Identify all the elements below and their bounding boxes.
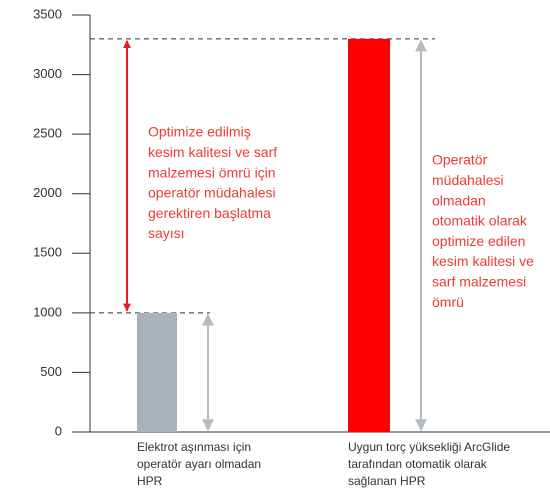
y-tick-label: 3000 [33, 66, 62, 81]
annotation: ömrü [432, 294, 464, 310]
annotation: kesim kalitesi ve sarf [148, 144, 277, 160]
annotation: malzemesi ömrü için [148, 164, 276, 180]
y-tick-label: 3500 [33, 6, 62, 21]
annotation: olmadan [432, 192, 486, 208]
x-tick-label: sağlanan HPR [348, 474, 426, 488]
annotation: gerektiren başlatma [148, 205, 271, 221]
x-tick-label: operatör ayarı olmadan [137, 457, 261, 471]
annotation: sarf malzemesi [432, 274, 526, 290]
x-tick-label: Uygun torç yüksekliği ArcGlide [348, 440, 510, 454]
annotation: Operatör [432, 152, 488, 168]
bar [137, 312, 177, 432]
y-tick-label: 1000 [33, 304, 62, 319]
annotation: sayısı [148, 225, 185, 241]
x-tick-label: HPR [137, 474, 163, 488]
annotation: müdahalesi [432, 172, 504, 188]
y-tick-label: 500 [40, 364, 62, 379]
annotation: Optimize edilmiş [148, 124, 251, 140]
y-tick-label: 2000 [33, 185, 62, 200]
annotation: kesim kalitesi ve [432, 253, 534, 269]
y-tick-label: 1500 [33, 245, 62, 260]
annotation: otomatik olarak [432, 213, 528, 229]
annotation: optimize edilen [432, 233, 525, 249]
y-tick-label: 2500 [33, 126, 62, 141]
annotation: operatör müdahalesi [148, 185, 276, 201]
x-tick-label: Elektrot aşınması için [137, 440, 251, 454]
y-tick-label: 0 [55, 423, 62, 438]
x-tick-label: tarafından otomatik olarak [348, 457, 488, 471]
bar [348, 38, 390, 432]
